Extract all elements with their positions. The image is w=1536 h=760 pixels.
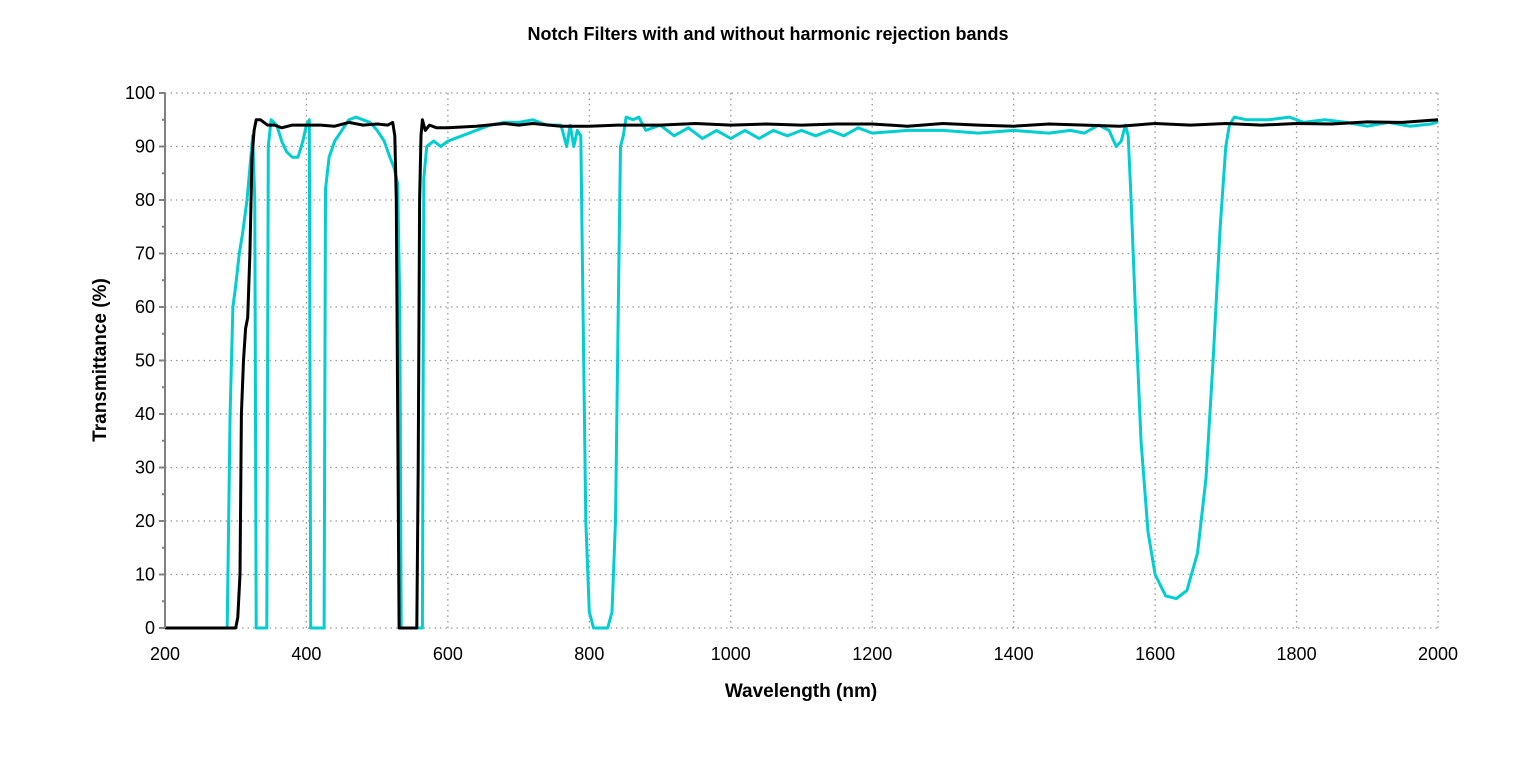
y-tick-label: 100 bbox=[125, 83, 155, 103]
x-tick-label: 1800 bbox=[1277, 644, 1317, 664]
y-tick-label: 70 bbox=[135, 244, 155, 264]
y-tick-label: 50 bbox=[135, 351, 155, 371]
x-tick-label: 200 bbox=[150, 644, 180, 664]
y-tick-label: 10 bbox=[135, 565, 155, 585]
y-tick-label: 40 bbox=[135, 404, 155, 424]
x-tick-label: 600 bbox=[433, 644, 463, 664]
x-tick-label: 1600 bbox=[1135, 644, 1175, 664]
x-tick-label: 2000 bbox=[1418, 644, 1458, 664]
y-tick-label: 20 bbox=[135, 511, 155, 531]
y-tick-label: 80 bbox=[135, 190, 155, 210]
y-tick-label: 30 bbox=[135, 458, 155, 478]
x-tick-label: 1000 bbox=[711, 644, 751, 664]
series-group bbox=[165, 115, 1439, 630]
series-line-1 bbox=[165, 118, 1439, 630]
x-tick-label: 1400 bbox=[994, 644, 1034, 664]
y-axis-label: Transmittance (%) bbox=[90, 278, 111, 442]
grid bbox=[165, 92, 1439, 629]
x-tick-label: 400 bbox=[291, 644, 321, 664]
y-tick-label: 60 bbox=[135, 297, 155, 317]
ticks: 0 10 20 30 40 50 60 70 80 90 100 200 400 600 800 1000 12… bbox=[125, 83, 1458, 664]
y-tick-label: 0 bbox=[145, 618, 155, 638]
x-tick-label: 1200 bbox=[852, 644, 892, 664]
chart-title: Notch Filters with and without harmonic … bbox=[527, 24, 1008, 44]
series-line-0 bbox=[165, 115, 1439, 630]
x-tick-label: 800 bbox=[574, 644, 604, 664]
x-axis-label: Wavelength (nm) bbox=[725, 681, 877, 702]
y-tick-label: 90 bbox=[135, 137, 155, 157]
